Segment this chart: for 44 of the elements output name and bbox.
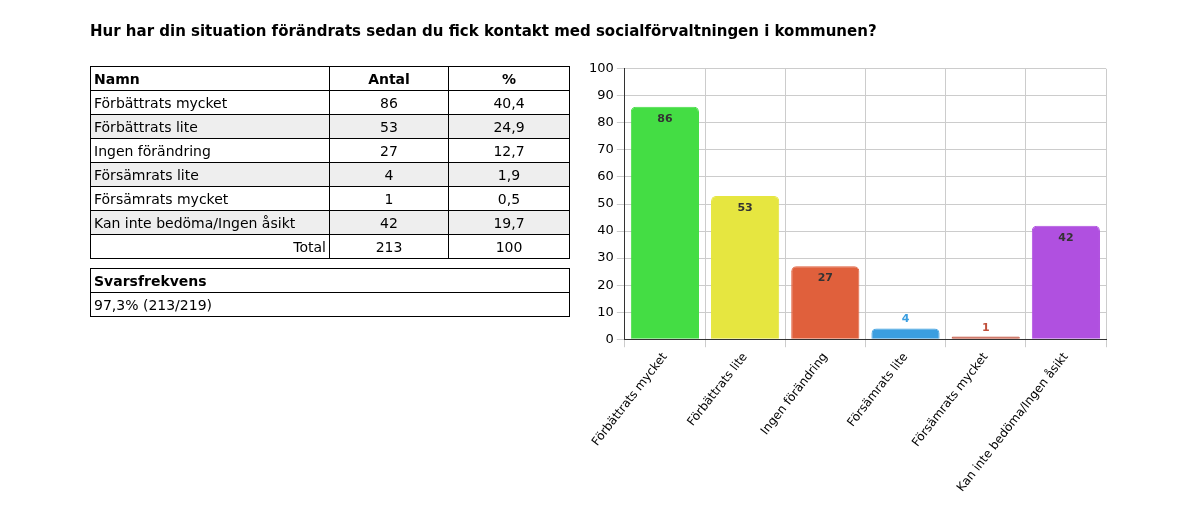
text: Total [90, 234, 330, 259]
text: 40,4 [448, 90, 570, 115]
y-tick-label: 20 [597, 276, 614, 292]
y-tick-label: 50 [597, 195, 614, 211]
text: Namn [90, 66, 330, 91]
text: 86 [329, 90, 449, 115]
y-tick-label: 10 [597, 303, 614, 319]
category-label: Kan inte bedöma/Ingen åsikt [94, 214, 296, 231]
text: 4 [329, 162, 449, 187]
text: 53 [329, 114, 449, 139]
y-tick-label: 30 [597, 249, 614, 265]
data-label: 42 [1058, 230, 1074, 244]
category-label: Försämrats mycket [94, 190, 229, 207]
text: 97,3% (213/219) [90, 292, 570, 317]
category-label: Försämrats lite [94, 166, 199, 183]
data-label: 53 [737, 200, 753, 214]
y-tick-label: 90 [597, 87, 614, 103]
text: 213 [329, 234, 449, 259]
text: Svarsfrekvens [90, 268, 570, 293]
text: 1 [329, 186, 449, 211]
y-tick-label: 80 [597, 114, 614, 130]
category-label: Förbättrats mycket [94, 94, 228, 111]
text: Hur har din situation förändrats sedan du fick kontakt med socialförvaltningen i kommunen? [90, 22, 877, 40]
text: 24,9 [448, 114, 570, 139]
text: Antal [329, 66, 449, 91]
y-tick-label: 70 [597, 141, 614, 157]
y-tick-label: 0 [605, 330, 614, 346]
text: 12,7 [448, 138, 570, 163]
text: 19,7 [448, 210, 570, 235]
data-label: 86 [657, 111, 673, 125]
text: 0,5 [448, 186, 570, 211]
y-tick-label: 40 [597, 222, 614, 238]
text: 100 [448, 234, 570, 259]
y-tick-label: 60 [597, 168, 614, 184]
data-label: 1 [981, 320, 990, 334]
text: % [448, 66, 570, 91]
y-tick-label: 100 [588, 60, 614, 76]
data-label: 4 [901, 312, 910, 326]
data-label: 27 [817, 271, 833, 285]
text: 42 [329, 210, 449, 235]
category-label: Ingen förändring [94, 142, 211, 159]
category-label: Förbättrats lite [94, 118, 198, 135]
text: 27 [329, 138, 449, 163]
text: 1,9 [448, 162, 570, 187]
